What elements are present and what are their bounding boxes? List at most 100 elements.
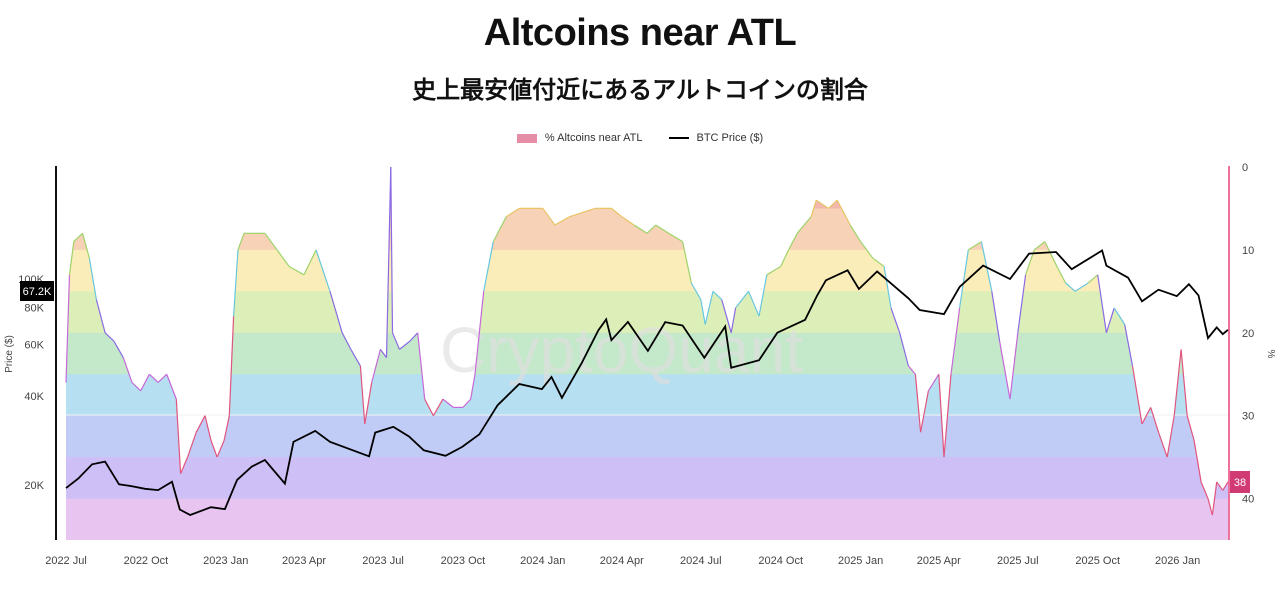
altcoin-line-segment bbox=[959, 249, 969, 308]
right-tick-label: 20 bbox=[1242, 328, 1254, 340]
altcoin-line-segment bbox=[1207, 498, 1213, 516]
altcoin-line-segment bbox=[492, 216, 507, 242]
altcoin-line-segment bbox=[364, 382, 373, 425]
altcoin-line-segment bbox=[1044, 241, 1058, 267]
altcoin-line-segment bbox=[122, 357, 133, 383]
altcoin-line-segment bbox=[483, 241, 494, 292]
altcoin-line-segment bbox=[390, 166, 394, 333]
altcoin-line-segment bbox=[766, 265, 782, 276]
altcoin-line-segment bbox=[1222, 481, 1229, 491]
altcoin-line-segment bbox=[704, 291, 714, 325]
x-tick-label: 2024 Oct bbox=[758, 555, 803, 567]
altcoin-line-segment bbox=[350, 349, 361, 367]
altcoin-line-segment bbox=[1150, 407, 1160, 433]
altcoin-line-segment bbox=[646, 224, 657, 234]
altcoin-line-segment bbox=[860, 241, 874, 259]
legend-line-swatch bbox=[668, 137, 689, 139]
current-percent-label: 38 bbox=[1234, 477, 1246, 489]
altcoin-line-segment bbox=[1173, 349, 1182, 416]
altcoin-line-segment bbox=[1033, 241, 1046, 251]
altcoin-line-segment bbox=[424, 398, 434, 416]
legend-item-altcoins[interactable]: % Altcoins near ATL bbox=[516, 132, 643, 144]
altcoin-line-segment bbox=[474, 291, 485, 375]
altcoin-line-segment bbox=[668, 232, 683, 243]
altcoin-line-segment bbox=[1097, 274, 1107, 333]
altcoin-line-segment bbox=[1200, 481, 1209, 499]
altcoin-line-segment bbox=[1186, 415, 1195, 441]
altcoin-line-segment bbox=[836, 199, 851, 226]
altcoin-line-segment bbox=[391, 332, 401, 350]
legend-label-altcoins: % Altcoins near ATL bbox=[544, 132, 643, 144]
altcoin-line-segment bbox=[927, 373, 940, 392]
watermark-text: CryptoQuant bbox=[440, 314, 803, 386]
altcoin-line-segment bbox=[655, 224, 670, 234]
altcoin-line-segment bbox=[315, 249, 331, 292]
x-tick-label: 2023 Jan bbox=[203, 555, 248, 567]
altcoin-line-segment bbox=[1074, 282, 1089, 292]
altcoin-line-segment bbox=[180, 456, 189, 474]
altcoin-line-segment bbox=[554, 216, 570, 226]
x-tick-label: 2023 Jul bbox=[362, 555, 404, 567]
altcoin-line-segment bbox=[228, 316, 235, 416]
altcoin-line-segment bbox=[815, 199, 829, 209]
x-tick-label: 2025 Apr bbox=[917, 555, 961, 567]
altcoin-line-segment bbox=[690, 282, 702, 300]
altcoin-line-segment bbox=[1009, 332, 1019, 400]
right-tick-label: 40 bbox=[1242, 494, 1254, 506]
altcoin-line-segment bbox=[569, 207, 596, 218]
altcoin-line-segment bbox=[788, 233, 798, 251]
altcoin-line-segment bbox=[712, 290, 723, 301]
altcoin-line-segment bbox=[748, 291, 760, 317]
x-tick-label: 2026 Jan bbox=[1155, 555, 1200, 567]
altcoin-line-segment bbox=[758, 274, 768, 317]
chart-title: Altcoins near ATL bbox=[483, 12, 797, 54]
altcoin-line-segment bbox=[288, 265, 305, 276]
left-tick-label: 40K bbox=[24, 391, 44, 403]
altcoin-line-segment bbox=[140, 373, 150, 392]
altcoin-line-segment bbox=[967, 241, 982, 251]
left-tick-label: 20K bbox=[24, 480, 44, 492]
altcoin-line-segment bbox=[730, 307, 737, 333]
altcoin-line-segment bbox=[1056, 266, 1067, 284]
altcoin-line-segment bbox=[611, 207, 623, 218]
altcoin-line-segment bbox=[1017, 274, 1027, 333]
x-tick-label: 2023 Apr bbox=[282, 555, 326, 567]
chart-subtitle: 史上最安値付近にあるアルトコインの割合 bbox=[412, 76, 868, 104]
x-tick-label: 2025 Oct bbox=[1075, 555, 1120, 567]
right-tick-label: 30 bbox=[1242, 411, 1254, 423]
altcoin-line-segment bbox=[999, 340, 1011, 400]
altcoin-line-segment bbox=[88, 258, 97, 300]
altcoin-line-segment bbox=[157, 373, 168, 383]
altcoin-line-segment bbox=[621, 216, 635, 226]
band-2 bbox=[66, 249, 1228, 292]
altcoin-line-segment bbox=[849, 224, 862, 242]
altcoin-line-segment bbox=[1180, 349, 1188, 416]
altcoin-line-segment bbox=[1105, 307, 1115, 333]
altcoin-line-segment bbox=[890, 307, 901, 333]
altcoin-line-segment bbox=[210, 440, 218, 458]
altcoin-line-segment bbox=[721, 299, 732, 333]
altcoin-line-segment bbox=[237, 233, 245, 251]
altcoin-line-segment bbox=[943, 374, 952, 458]
altcoin-line-segment bbox=[700, 299, 706, 325]
altcoin-line-segment bbox=[1065, 282, 1076, 292]
altcoin-line-segment bbox=[131, 382, 142, 392]
altcoin-line-segment bbox=[938, 374, 945, 458]
legend: % Altcoins near ATL BTC Price ($) bbox=[0, 132, 1280, 144]
altcoin-line-segment bbox=[175, 399, 182, 474]
altcoin-line-segment bbox=[883, 266, 892, 308]
altcoin-line-segment bbox=[113, 340, 124, 358]
altcoin-line-segment bbox=[65, 274, 71, 383]
altcoin-line-segment bbox=[81, 233, 90, 259]
band-5 bbox=[66, 374, 1228, 417]
altcoin-line-segment bbox=[810, 200, 817, 217]
legend-item-btc[interactable]: BTC Price ($) bbox=[668, 132, 763, 144]
current-percent-badge: 38 bbox=[1230, 471, 1250, 493]
band-0 bbox=[66, 167, 1228, 209]
band-7 bbox=[66, 457, 1228, 500]
btc-price-line bbox=[65, 249, 1229, 516]
x-axis-ticks: 2022 Jul 2022 Oct 2023 Jan 2023 Apr 2023 Jul… bbox=[45, 555, 1200, 567]
altcoin-line-segment bbox=[914, 374, 922, 433]
altcoin-line-segment bbox=[148, 373, 159, 383]
altcoin-line-segment bbox=[104, 332, 115, 342]
